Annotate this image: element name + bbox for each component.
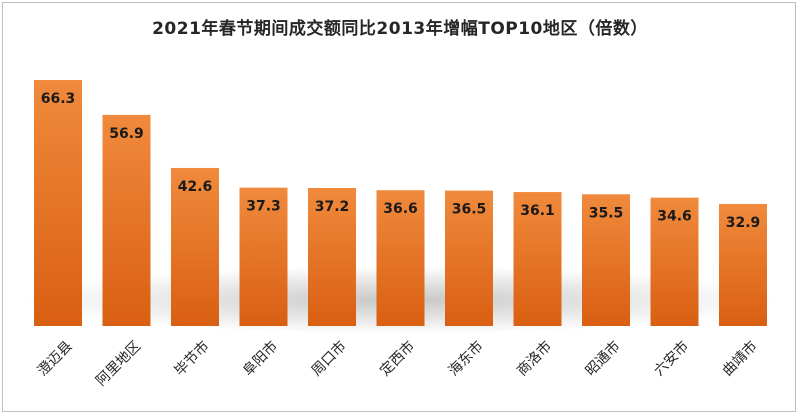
x-tick-label: 商洛市 (513, 338, 555, 380)
x-tick-label: 海东市 (445, 338, 487, 380)
x-tick-label: 定西市 (376, 338, 418, 380)
bar-澄迈县 (34, 80, 82, 326)
x-tick-label: 曲靖市 (719, 338, 761, 380)
x-tick-label: 阜阳市 (239, 338, 281, 380)
data-label: 42.6 (178, 179, 213, 195)
data-label: 36.5 (452, 202, 487, 218)
bar-六安市 (650, 197, 699, 326)
x-tick-label: 周口市 (308, 338, 350, 380)
x-tick-label: 毕节市 (171, 338, 213, 380)
bar-阿里地区 (102, 114, 151, 326)
bar-定西市 (376, 190, 425, 326)
bar-海东市 (445, 190, 493, 326)
data-label: 37.3 (246, 199, 281, 215)
data-label: 56.9 (109, 126, 144, 142)
bar-商洛市 (513, 192, 562, 326)
bar-阜阳市 (239, 187, 288, 326)
x-tick-label: 澄迈县 (35, 338, 76, 379)
x-tick-label: 昭通市 (582, 338, 624, 380)
chart-title: 2021年春节期间成交额同比2013年增幅TOP10地区（倍数） (152, 19, 648, 39)
data-label: 36.1 (520, 203, 555, 219)
bar-毕节市 (171, 167, 219, 326)
data-label: 34.6 (657, 209, 692, 225)
x-tick-label: 六安市 (650, 338, 692, 380)
bar-曲靖市 (719, 203, 767, 326)
data-label: 36.6 (383, 201, 418, 217)
data-label: 35.5 (589, 205, 624, 221)
data-label: 32.9 (726, 215, 761, 231)
data-label: 66.3 (41, 91, 76, 107)
bar-昭通市 (582, 194, 630, 326)
bar-周口市 (308, 187, 356, 326)
data-label: 37.2 (315, 199, 350, 215)
x-tick-label: 阿里地区 (93, 338, 144, 389)
